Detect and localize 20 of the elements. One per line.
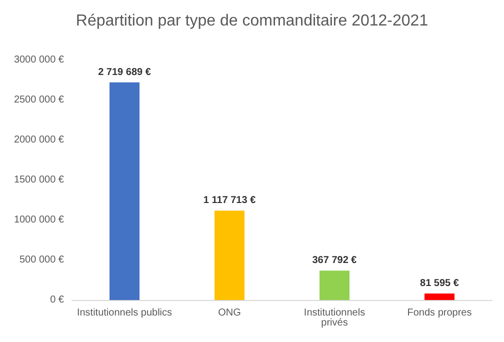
data-label: 1 117 713 € [203, 195, 256, 206]
data-label: 2 719 689 € [98, 66, 152, 78]
y-tick-label: 1000 000 € [14, 214, 64, 226]
bar [214, 210, 244, 300]
data-label: 367 792 € [312, 255, 358, 266]
y-tick-label: 3000 000 € [14, 54, 64, 66]
bar [424, 293, 454, 300]
y-tick-label: 2000 000 € [14, 134, 64, 146]
x-tick-label: Institutionnels publics [76, 308, 172, 318]
x-tick-label: Institutionnels privés [304, 308, 366, 328]
y-tick-label: 1500 000 € [14, 174, 64, 186]
y-tick-label: 0 € [50, 294, 64, 306]
y-tick-label: 500 000 € [20, 254, 64, 266]
bar [320, 270, 350, 300]
x-tick-label: Fonds propres [407, 308, 472, 318]
x-tick-label: ONG [218, 308, 242, 318]
chart-title: Répartition par type de commanditaire 2012-2021 [76, 12, 428, 30]
y-tick-label: 2500 000 € [14, 94, 64, 106]
data-label: 81 595 € [420, 278, 460, 289]
bar [110, 82, 140, 300]
